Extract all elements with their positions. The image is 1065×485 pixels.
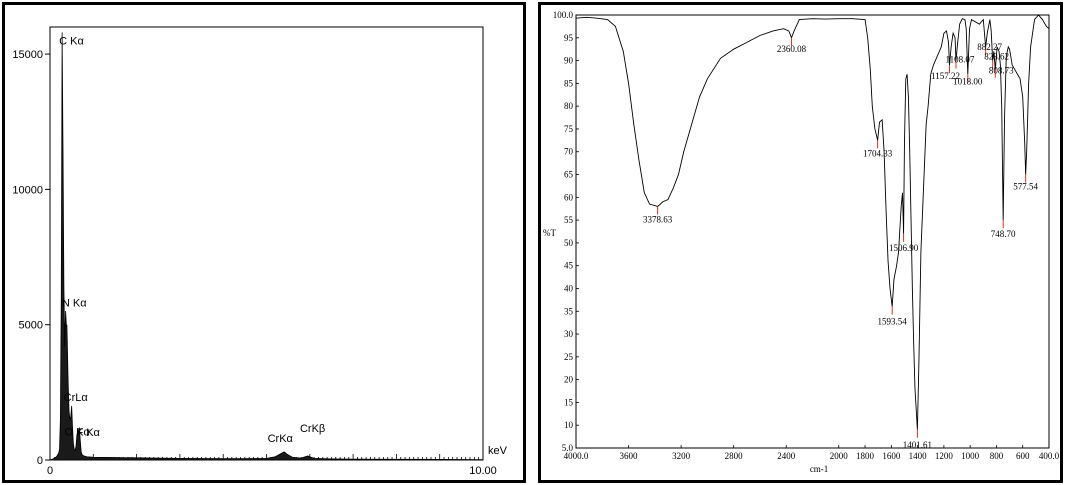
eds-x-tick-label: 10.00 xyxy=(469,465,497,477)
ftir-peak-label: 577.54 xyxy=(1013,182,1038,192)
ftir-y-tick-label: 5.0 xyxy=(562,443,574,453)
ftir-peak-label: 1593.54 xyxy=(878,317,908,327)
eds-peak-label: N Kα xyxy=(62,298,87,310)
ftir-x-tick-label: 400.0 xyxy=(1039,451,1060,461)
ftir-y-tick-label: 30 xyxy=(564,329,574,339)
ftir-y-tick-label: 90 xyxy=(564,56,574,66)
ftir-peak-label: 3378.63 xyxy=(643,214,673,224)
ftir-peak-label: 828.62 xyxy=(984,52,1009,62)
ftir-y-tick-label: 10 xyxy=(564,420,574,430)
ftir-x-tick-label: 2800 xyxy=(725,451,744,461)
ftir-peak-label: 882.27 xyxy=(977,42,1002,52)
ftir-peak-label: 2360.08 xyxy=(777,44,807,54)
ftir-y-tick-label: 25 xyxy=(564,352,574,362)
ftir-x-tick-label: 4000.0 xyxy=(564,451,589,461)
eds-y-tick-label: 0 xyxy=(37,455,43,467)
ftir-peak-label: 1108.07 xyxy=(946,55,975,65)
ftir-x-tick-label: 1800 xyxy=(856,451,875,461)
ftir-y-axis-label: %T xyxy=(543,228,556,238)
ftir-y-tick-label: 60 xyxy=(564,192,574,202)
ftir-y-tick-label: 65 xyxy=(564,170,574,180)
ftir-y-tick-label: 70 xyxy=(564,147,574,157)
ftir-peak-label: 1704.33 xyxy=(863,148,893,158)
eds-y-tick-label: 10000 xyxy=(12,184,43,196)
ftir-peak-label: 1018.00 xyxy=(953,76,983,86)
eds-chart: 0 5000 10000 15000 0 10.00 keV C Kα N Kα CrLα O Kα… xyxy=(12,26,508,477)
ftir-x-tick-label: 600 xyxy=(1016,451,1030,461)
ftir-x-axis-label: cm-1 xyxy=(810,464,829,474)
eds-peak-label: F Kα xyxy=(76,427,100,439)
eds-spectrum xyxy=(49,32,484,461)
ftir-peak-label: 808.73 xyxy=(989,66,1014,76)
eds-y-tick-label: 5000 xyxy=(19,320,43,332)
ftir-x-tick-label: 1000 xyxy=(961,451,980,461)
eds-y-tick-label: 15000 xyxy=(12,49,43,61)
eds-peak-label: CrKβ xyxy=(300,423,325,435)
ftir-x-tick-label: 3200 xyxy=(672,451,691,461)
ftir-y-tick-label: 50 xyxy=(564,238,574,248)
eds-x-tick-label: 0 xyxy=(47,465,53,477)
eds-plot-frame xyxy=(49,26,484,461)
ftir-y-tick-label: 85 xyxy=(564,78,574,88)
ftir-x-tick-label: 1200 xyxy=(935,451,954,461)
ftir-peak-label: 1157.22 xyxy=(931,71,960,81)
ftir-y-tick-label: 80 xyxy=(564,101,574,111)
ftir-y-tick-label: 75 xyxy=(564,124,574,134)
ftir-x-tick-label: 1600 xyxy=(882,451,901,461)
eds-peak-label: CrLα xyxy=(64,392,89,404)
ftir-chart: 5.0 10 15 20 25 30 35 40 45 50 55 60 65 70 75 80 85 90 95 1… xyxy=(543,10,1060,474)
ftir-plot-frame xyxy=(575,14,1050,449)
eds-x-axis-label: keV xyxy=(488,445,508,457)
ftir-spectrum xyxy=(575,14,1050,430)
ftir-x-tick-label: 2400 xyxy=(777,451,796,461)
ftir-x-tick-label: 3600 xyxy=(620,451,639,461)
ftir-x-tick-label: 800 xyxy=(990,451,1004,461)
ftir-y-tick-label: 20 xyxy=(564,375,574,385)
eds-peak-label: O Kα xyxy=(65,427,91,439)
ftir-y-tick-label: 35 xyxy=(564,306,574,316)
eds-peak-label: C Kα xyxy=(59,35,84,47)
ftir-y-tick-label: 45 xyxy=(564,261,574,271)
eds-chart-panel: 0 5000 10000 15000 0 10.00 keV C Kα N Kα CrLα O Kα… xyxy=(2,2,526,483)
ftir-peak-label: 748.70 xyxy=(991,229,1016,239)
ftir-x-tick-label: 2000 xyxy=(830,451,849,461)
ftir-chart-panel: 5.0 10 15 20 25 30 35 40 45 50 55 60 65 70 75 80 85 90 95 1… xyxy=(538,2,1063,483)
eds-peak-label: CrKα xyxy=(268,433,294,445)
ftir-y-tick-label: 15 xyxy=(564,397,574,407)
ftir-peak-label: 1506.90 xyxy=(889,243,919,253)
ftir-peak-label: 1401.61 xyxy=(903,440,932,450)
ftir-y-tick-label: 100.0 xyxy=(553,10,574,20)
ftir-y-tick-label: 40 xyxy=(564,283,574,293)
ftir-x-tick-label: 1400 xyxy=(909,451,928,461)
ftir-y-tick-label: 95 xyxy=(564,33,574,43)
ftir-y-tick-label: 55 xyxy=(564,215,574,225)
